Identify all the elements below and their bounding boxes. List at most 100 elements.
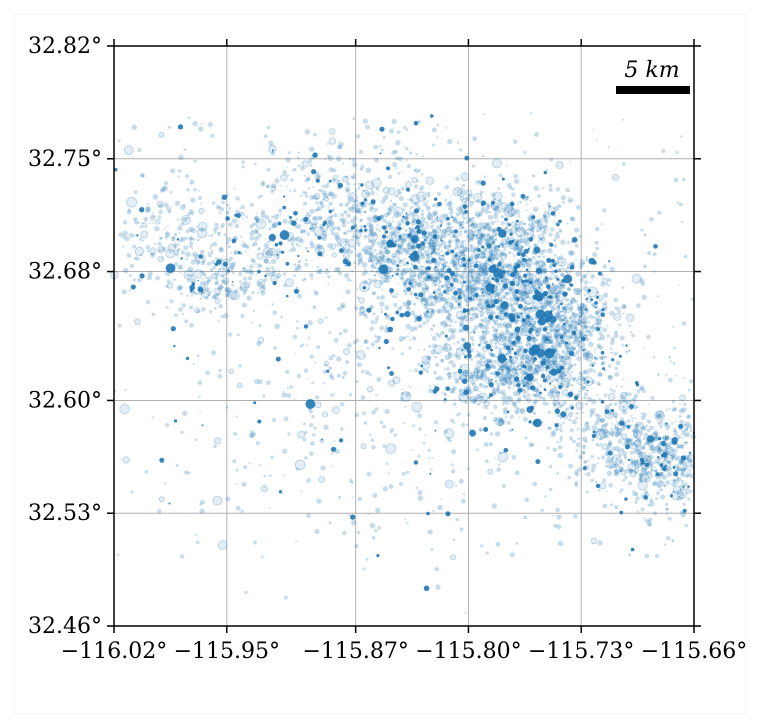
event-point [523,273,528,278]
event-point [483,339,489,345]
event-point [313,193,321,200]
event-point [542,279,547,284]
event-point [546,331,550,335]
event-point [598,397,601,401]
event-point [440,239,443,242]
event-point [676,477,679,480]
event-point [380,199,386,204]
event-point [541,187,544,190]
event-point [536,227,542,233]
event-point [496,322,503,329]
event-point [541,229,547,236]
event-point [456,355,462,361]
event-point [576,356,581,361]
event-point [418,207,422,211]
event-point [421,287,427,294]
event-point [487,316,493,322]
event-point [601,361,605,365]
event-point [476,448,479,452]
event-point [321,184,325,188]
event-point [598,331,603,336]
event-point [239,211,244,216]
event-point [521,292,525,296]
event-point [288,151,292,155]
event-point [345,248,350,254]
event-point [155,219,161,225]
event-point [531,272,534,275]
event-point [158,496,165,503]
event-point [220,200,223,203]
event-point [519,234,523,238]
event-point [578,371,583,375]
event-point [485,385,489,388]
event-point [608,482,613,488]
event-point [518,289,523,295]
event-point [480,307,484,310]
event-point [654,410,665,421]
event-point [485,224,491,230]
event-point [651,475,654,478]
event-point [444,323,448,328]
event-point [316,345,321,350]
event-point [468,217,474,224]
event-point [325,268,329,271]
event-point [494,233,498,237]
event-point [480,180,486,186]
event-point [257,292,260,295]
event-point [297,430,306,439]
event-point [466,234,471,239]
event-point [634,428,639,433]
event-point [506,330,509,333]
event-point [517,252,521,256]
event-point [567,323,572,329]
event-point [208,253,212,258]
event-point [508,312,516,321]
event-point [483,442,489,447]
event-point [130,284,137,290]
event-point [462,293,465,296]
event-point [431,309,434,313]
event-point [608,260,611,263]
event-point [442,377,445,380]
event-point [333,337,339,343]
event-point [263,474,267,478]
event-point [604,409,610,415]
event-point [366,216,372,222]
event-point [478,301,482,305]
event-point [597,456,600,460]
event-point [549,322,554,327]
event-point [233,251,237,255]
event-point [507,203,511,207]
event-point [507,286,512,291]
event-point [560,194,567,201]
event-point [154,243,157,246]
event-point [544,218,549,223]
event-point [443,213,449,218]
event-point [679,402,681,405]
event-point [557,268,562,273]
event-point [414,168,420,174]
event-point [480,250,483,253]
event-point [582,321,587,325]
event-point [667,451,674,457]
event-point [443,398,447,401]
event-point [529,315,534,321]
event-point [450,208,454,212]
event-point [448,327,453,333]
event-point [499,242,503,246]
event-point [429,301,434,307]
event-point [402,202,408,208]
event-point [491,325,495,329]
event-point [388,208,391,211]
event-point [432,143,435,147]
event-point [358,244,361,247]
event-point [413,292,418,297]
event-point [211,294,217,300]
event-point [534,287,538,292]
event-point [475,234,477,237]
event-point [463,314,468,319]
event-point [442,392,444,395]
event-point [550,262,553,265]
event-point [287,215,290,218]
event-point [331,208,335,212]
